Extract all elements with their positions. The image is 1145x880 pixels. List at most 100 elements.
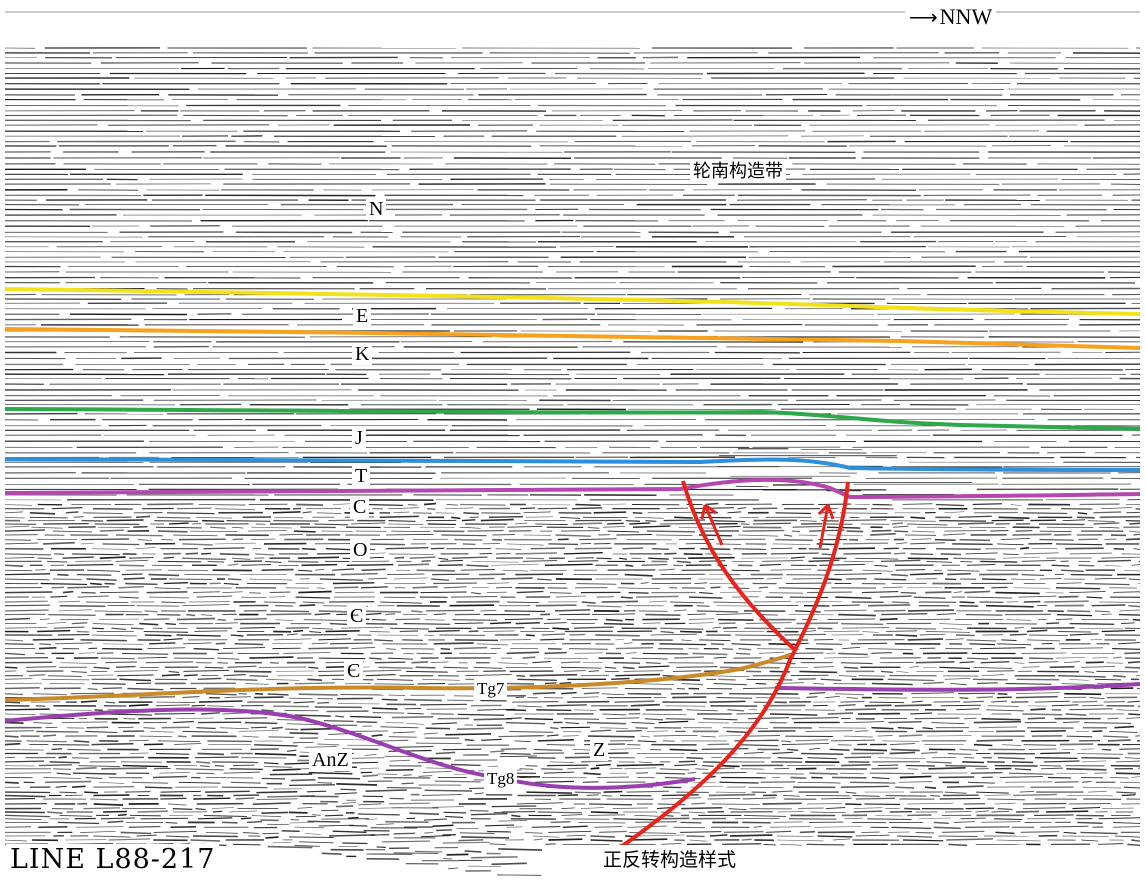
reflector-segment: [1063, 661, 1080, 664]
reflector-segment: [273, 638, 312, 641]
reflector-segment: [615, 647, 654, 650]
reflector-segment: [769, 592, 803, 594]
reflector-segment: [583, 772, 601, 776]
reflector-segment: [640, 735, 651, 738]
reflector-segment: [463, 512, 479, 515]
reflector-segment: [342, 842, 368, 845]
reflector-segment: [1009, 772, 1054, 775]
reflector-segment: [450, 763, 481, 767]
reflector-segment: [940, 553, 962, 556]
reflector-segment: [853, 807, 883, 809]
reflector-segment: [72, 553, 120, 556]
reflector-segment: [872, 776, 890, 780]
reflector-segment: [795, 610, 821, 613]
reflector-segment: [75, 826, 124, 828]
reflector-segment: [827, 712, 854, 715]
reflector-segment: [898, 781, 933, 783]
reflector-segment: [672, 696, 707, 699]
reflector-segment: [1093, 522, 1120, 525]
reflector-segment: [660, 811, 681, 814]
reflector-segment: [505, 721, 546, 725]
reflector-segment: [821, 797, 852, 800]
reflector-segment: [85, 776, 103, 780]
reflector-segment: [93, 786, 135, 788]
reflector-segment: [4, 542, 39, 545]
reflector-segment: [163, 556, 175, 559]
reflector-segment: [411, 661, 429, 664]
reflector-segment: [765, 830, 792, 833]
reflector-segment: [665, 718, 695, 720]
reflector-segment: [1059, 743, 1094, 746]
reflector-segment: [1102, 807, 1134, 809]
reflector-segment: [888, 720, 922, 724]
reflector-segment: [878, 757, 926, 760]
reflector-segment: [824, 656, 870, 659]
reflector-segment: [452, 556, 488, 559]
reflector-segment: [959, 748, 979, 751]
reflector-segment: [163, 582, 188, 585]
reflector-segment: [967, 781, 995, 784]
reflector-segment: [777, 757, 803, 760]
reflector-segment: [656, 807, 672, 810]
reflector-segment: [762, 559, 804, 562]
reflector-segment: [55, 785, 67, 788]
reflector-segment: [514, 522, 528, 525]
reflector-segment: [420, 591, 467, 594]
reflector-segment: [560, 666, 602, 669]
reflector-segment: [289, 732, 319, 735]
reflector-segment: [84, 791, 98, 794]
reflector-segment: [756, 772, 804, 775]
reflector-segment: [1118, 613, 1141, 616]
reflector-segment: [102, 643, 144, 645]
reflector-segment: [525, 634, 535, 637]
reflector-segment: [1081, 760, 1107, 763]
reflector-segment: [4, 748, 44, 751]
reflector-segment: [987, 798, 1025, 801]
stratum-label-O: O: [350, 539, 371, 561]
reflector-segment: [858, 675, 886, 677]
reflector-segment: [272, 841, 291, 844]
reflector-segment: [201, 519, 225, 523]
reflector-segment: [432, 806, 464, 808]
reflector-segment: [474, 792, 484, 795]
reflector-segment: [264, 766, 293, 768]
reflector-segment: [197, 752, 225, 756]
reflector-segment: [894, 704, 932, 707]
reflector-segment: [433, 613, 447, 616]
reflector-segment: [723, 626, 737, 629]
reflector-segment: [867, 818, 912, 821]
reflector-segment: [1040, 765, 1062, 767]
reflector-segment: [1012, 761, 1034, 764]
reflector-segment: [453, 646, 488, 650]
direction-label: NNW: [939, 4, 993, 29]
reflector-segment: [790, 674, 829, 677]
reflector-segment: [385, 613, 396, 616]
reflector-segment: [72, 785, 86, 789]
reflector-segment: [1133, 533, 1141, 536]
reflector-segment: [997, 692, 1008, 695]
reflector-segment: [1067, 610, 1091, 613]
reflector-segment: [995, 591, 1040, 595]
reflector-segment: [198, 504, 246, 506]
reflector-segment: [232, 538, 244, 541]
reflector-segment: [271, 726, 283, 730]
reflector-segment: [469, 809, 489, 812]
reflector-segment: [596, 557, 612, 560]
reflector-segment: [727, 709, 745, 712]
reflector-segment: [613, 818, 657, 821]
reflector-segment: [874, 578, 907, 581]
reflector-segment: [933, 826, 961, 830]
reflector-segment: [317, 552, 355, 555]
reflector-segment: [574, 547, 613, 550]
reflector-segment: [119, 678, 152, 682]
reflector-segment: [844, 756, 872, 759]
reflector-segment: [692, 507, 735, 510]
reflector-segment: [900, 592, 917, 594]
reflector-segment: [166, 835, 190, 838]
reflector-segment: [156, 516, 191, 519]
reflector-segment: [676, 687, 686, 690]
reflector-segment: [80, 639, 127, 642]
reflector-segment: [939, 519, 987, 522]
reflector-segment: [418, 774, 433, 777]
reflector-segment: [56, 709, 93, 711]
